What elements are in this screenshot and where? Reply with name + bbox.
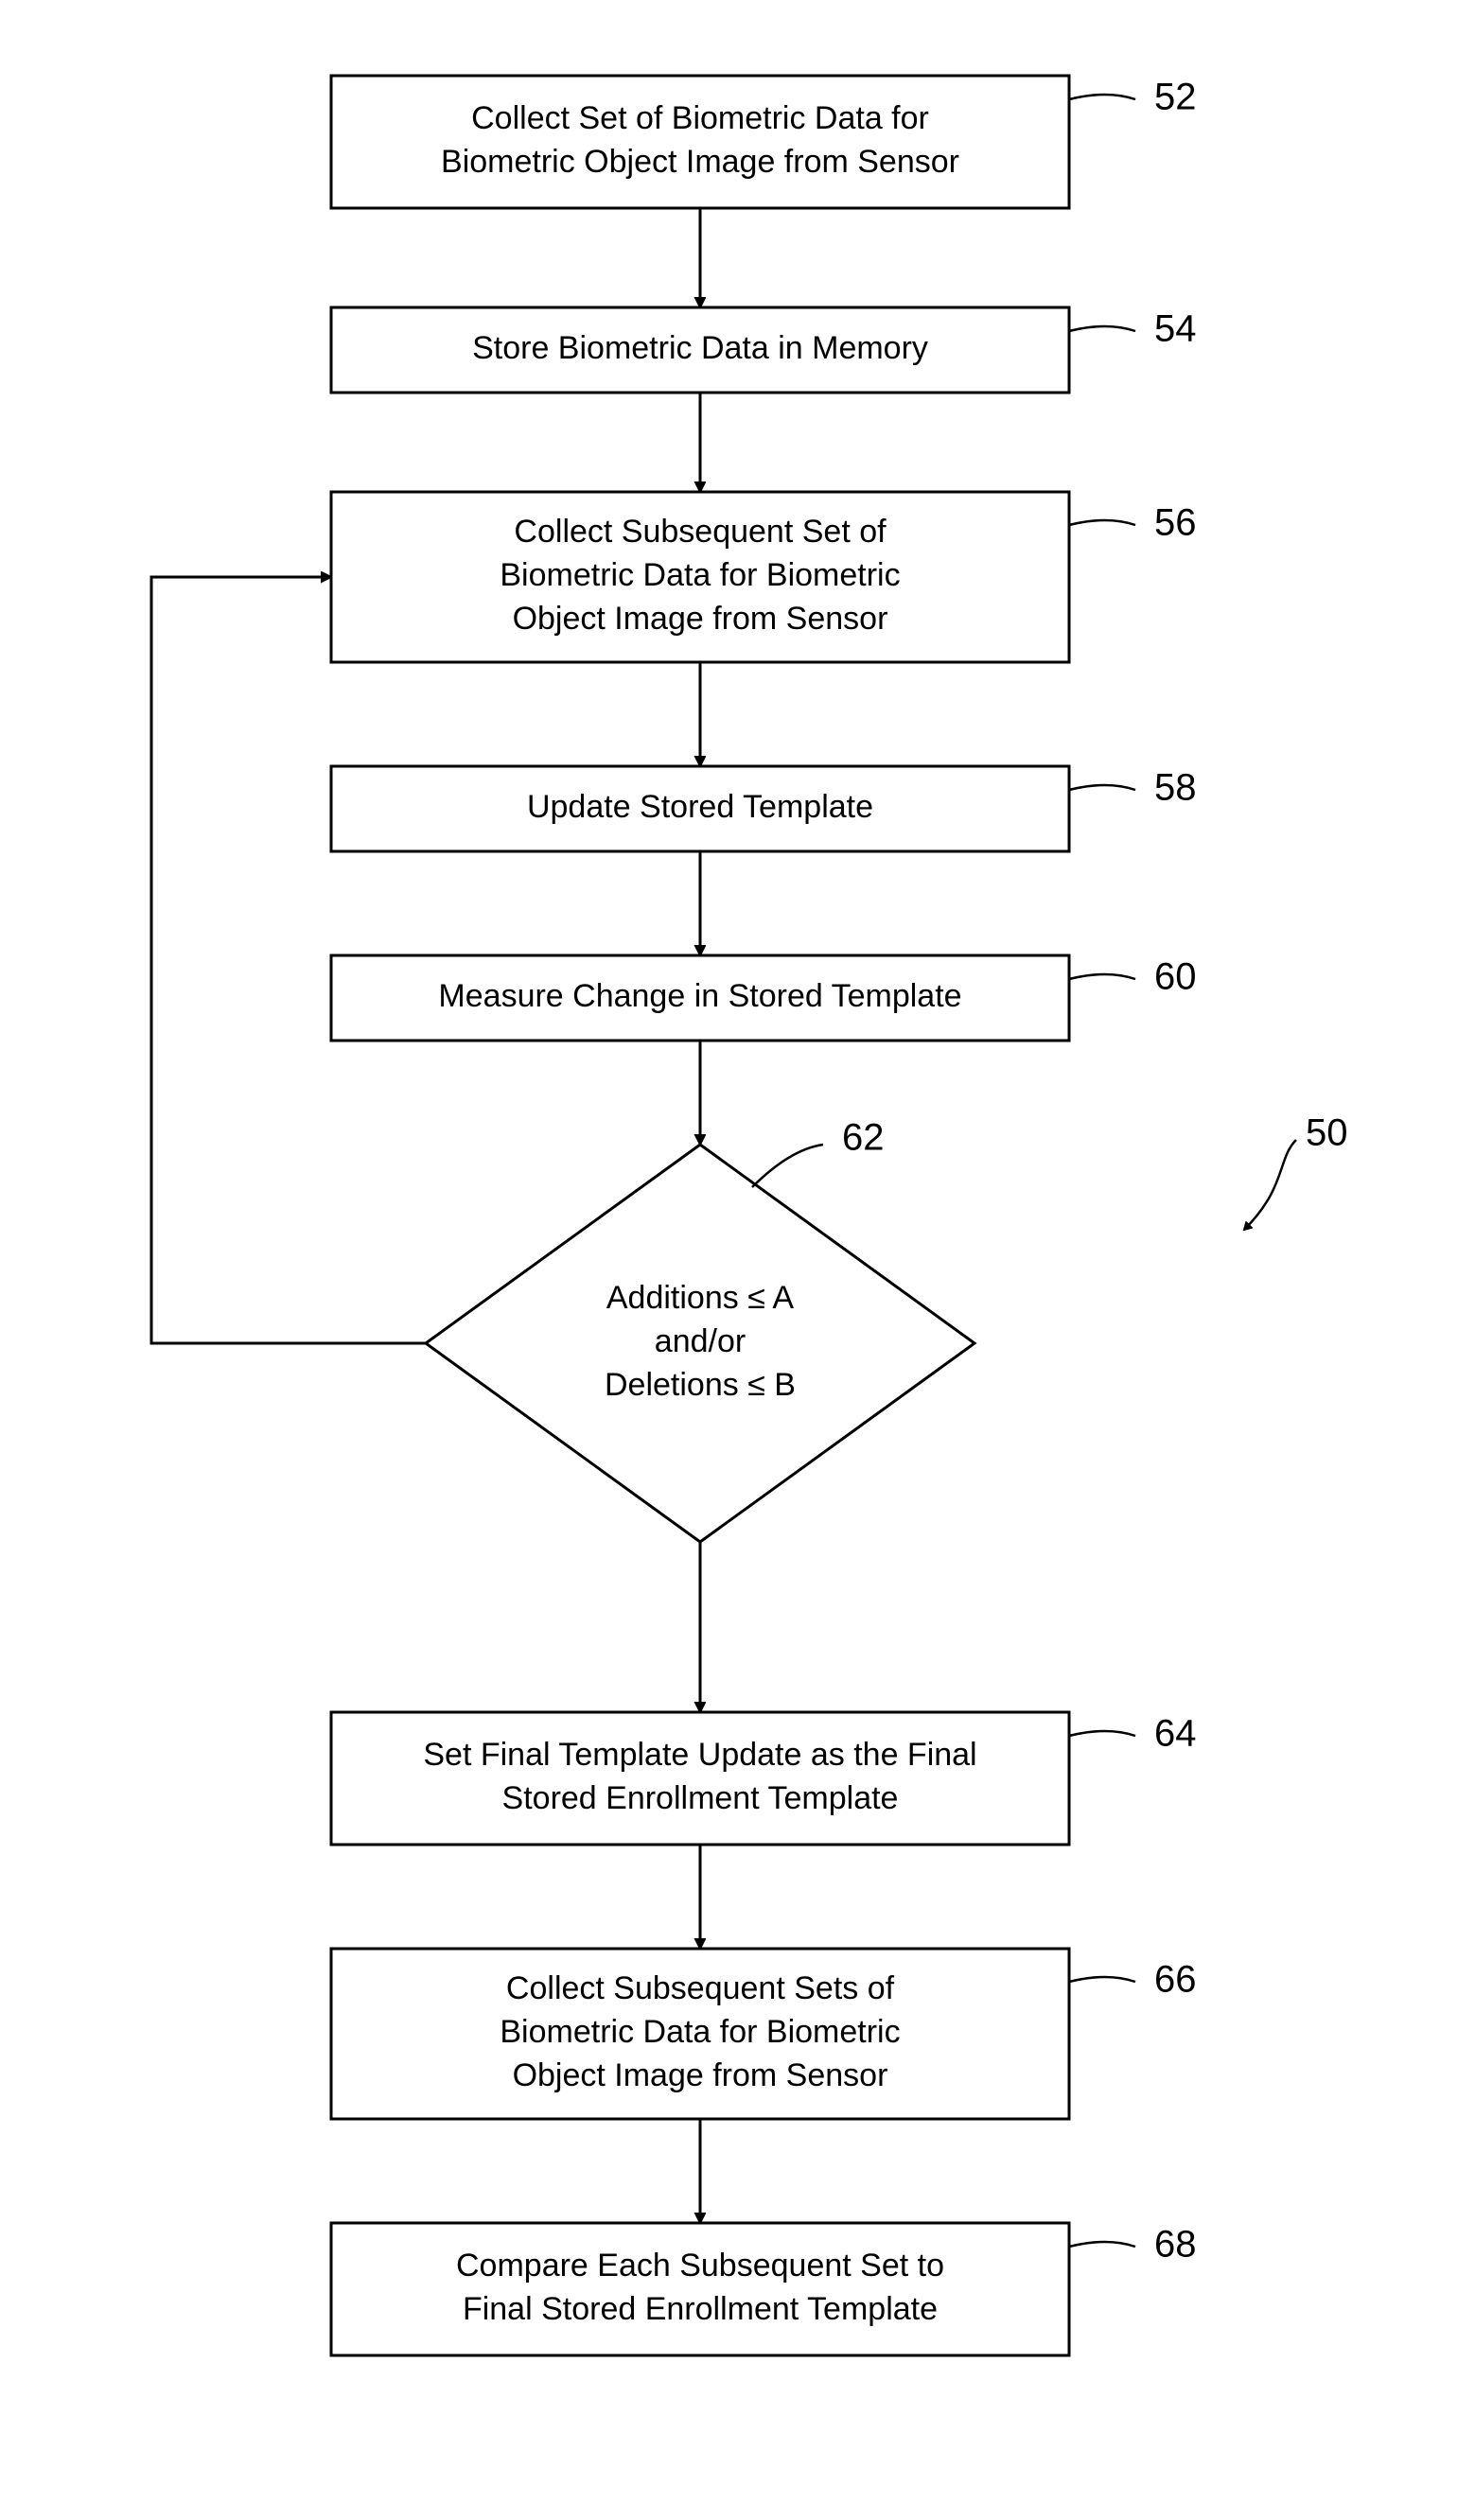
number-n64: 64: [1154, 1713, 1197, 1755]
node-n64-line1: Stored Enrollment Template: [502, 1780, 899, 1816]
node-n54-line0: Store Biometric Data in Memory: [472, 330, 928, 366]
node-n56-line2: Object Image from Sensor: [513, 601, 888, 637]
number-n58: 58: [1154, 767, 1197, 809]
number-n54: 54: [1154, 308, 1197, 350]
leader-n56: [1069, 520, 1135, 525]
number-n56: 56: [1154, 502, 1197, 544]
node-n66-line0: Collect Subsequent Sets of: [506, 1970, 895, 2006]
node-n62-line1: and/or: [655, 1323, 746, 1359]
number-n62: 62: [842, 1117, 885, 1159]
figure-leader: [1244, 1140, 1296, 1230]
node-n54: Store Biometric Data in Memory 54: [331, 307, 1197, 393]
node-n56-line0: Collect Subsequent Set of: [514, 514, 887, 550]
node-n52-line1: Biometric Object Image from Sensor: [441, 144, 959, 180]
leader-n64: [1069, 1731, 1135, 1736]
node-n60: Measure Change in Stored Template 60: [331, 955, 1197, 1041]
leader-n58: [1069, 785, 1135, 790]
node-n68-line0: Compare Each Subsequent Set to: [456, 2248, 944, 2284]
node-n52-line0: Collect Set of Biometric Data for: [471, 100, 929, 136]
flowchart-svg: Collect Set of Biometric Data for Biometr…: [0, 0, 1475, 2520]
leader-n66: [1069, 1977, 1135, 1982]
node-n68-line1: Final Stored Enrollment Template: [463, 2291, 938, 2327]
leader-n60: [1069, 974, 1135, 979]
node-n60-line0: Measure Change in Stored Template: [438, 978, 961, 1014]
node-n66-line1: Biometric Data for Biometric: [500, 2014, 900, 2050]
node-n68: Compare Each Subsequent Set to Final Stor…: [331, 2223, 1197, 2355]
node-n52: Collect Set of Biometric Data for Biometr…: [331, 76, 1197, 208]
leader-n62: [752, 1145, 823, 1187]
node-n66-line2: Object Image from Sensor: [513, 2057, 888, 2093]
node-n62-line2: Deletions ≤ B: [605, 1367, 796, 1403]
node-n64: Set Final Template Update as the Final St…: [331, 1712, 1197, 1845]
number-n66: 66: [1154, 1959, 1197, 2001]
node-n64-line0: Set Final Template Update as the Final: [423, 1737, 976, 1773]
number-n52: 52: [1154, 77, 1197, 118]
node-n58: Update Stored Template 58: [331, 766, 1197, 851]
number-n60: 60: [1154, 956, 1197, 998]
node-n66: Collect Subsequent Sets of Biometric Data…: [331, 1949, 1197, 2119]
node-n58-line0: Update Stored Template: [527, 789, 873, 825]
node-n56-line1: Biometric Data for Biometric: [500, 557, 900, 593]
leader-n54: [1069, 326, 1135, 331]
figure-number: 50: [1306, 1112, 1348, 1154]
leader-n52: [1069, 95, 1135, 99]
node-n62: Additions ≤ A and/or Deletions ≤ B 62: [426, 1117, 975, 1542]
node-n56: Collect Subsequent Set of Biometric Data …: [331, 492, 1197, 662]
number-n68: 68: [1154, 2224, 1197, 2266]
node-n62-line0: Additions ≤ A: [606, 1280, 795, 1316]
leader-n68: [1069, 2242, 1135, 2247]
